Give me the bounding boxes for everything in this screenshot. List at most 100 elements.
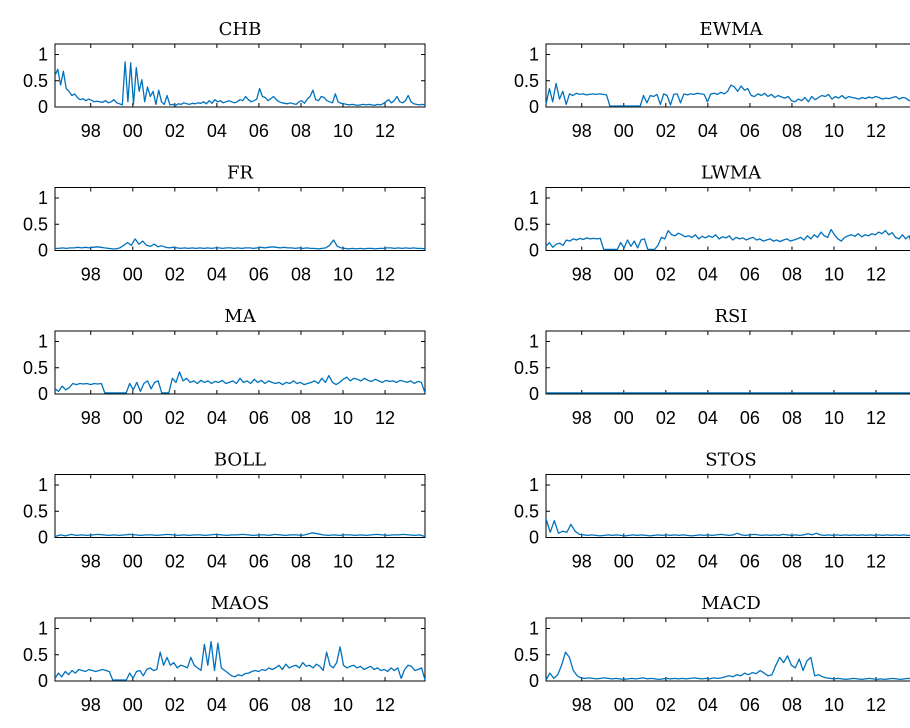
y-tick-label: 1 [529,619,539,639]
panel-rsi: RSI 0 0.5 1 98 00 02 04 06 08 10 12 [514,306,910,428]
x-tick-label: 08 [782,265,802,285]
x-tick-label: 02 [656,695,676,715]
x-tick-label: 00 [123,265,143,285]
x-tick-label: 08 [782,408,802,428]
y-tick-label: 0 [38,241,48,261]
x-tick-label: 12 [866,408,886,428]
x-tick-label: 00 [123,408,143,428]
panel-ewma: EWMA 0 0.5 1 98 00 02 04 06 08 10 12 [514,19,910,141]
y-tick-label: 1 [38,332,48,352]
panel-title: MAOS [211,593,270,614]
y-tick-label: 0 [529,671,539,691]
y-tick-label: 0.5 [514,214,539,234]
x-tick-label: 06 [249,552,269,572]
x-tick-label: 06 [249,695,269,715]
axes-box [545,187,910,251]
x-tick-label: 10 [824,408,844,428]
y-tick-label: 0.5 [514,71,539,91]
panel-title: STOS [705,450,756,471]
x-tick-label: 04 [698,121,718,141]
x-tick-label: 04 [698,408,718,428]
panel-title: MA [224,306,256,327]
panel-title: EWMA [699,19,763,40]
series-line [55,238,426,250]
x-tick-label: 98 [572,552,592,572]
series-line [545,651,910,681]
x-tick-label: 12 [375,695,395,715]
x-tick-label: 98 [81,265,101,285]
panel-title: RSI [715,306,748,327]
series-line [54,371,426,394]
series-line [545,228,910,251]
axes-box [545,474,910,538]
y-tick-label: 1 [529,332,539,352]
x-tick-label: 08 [291,265,311,285]
y-tick-label: 0.5 [514,501,539,521]
x-tick-label: 08 [782,695,802,715]
x-tick-label: 00 [614,408,634,428]
series-line [545,518,910,537]
y-tick-label: 1 [529,188,539,208]
x-tick-label: 10 [333,265,353,285]
panel-chb: CHB 0 0.5 1 98 00 02 04 06 08 10 12 [23,19,426,141]
panel-stos: STOS 0 0.5 1 98 00 02 04 06 08 10 12 [514,450,910,572]
y-tick-label: 1 [529,475,539,495]
x-tick-label: 12 [866,265,886,285]
y-tick-label: 1 [38,45,48,65]
y-tick-label: 0 [38,671,48,691]
x-tick-label: 00 [614,121,634,141]
x-tick-label: 04 [207,695,227,715]
x-tick-label: 06 [740,265,760,285]
y-tick-label: 1 [529,45,539,65]
y-tick-label: 0.5 [514,358,539,378]
x-tick-label: 10 [824,695,844,715]
y-tick-label: 0 [38,528,48,548]
x-tick-label: 02 [656,121,676,141]
axes-box [545,330,910,395]
y-tick-label: 0.5 [23,501,48,521]
panel-fr: FR 0 0.5 1 98 00 02 04 06 08 10 12 [23,163,426,285]
series-line [54,532,426,538]
x-tick-label: 00 [614,552,634,572]
y-tick-label: 0.5 [23,71,48,91]
x-tick-label: 12 [866,121,886,141]
axes-box [545,43,910,108]
x-tick-label: 02 [165,121,185,141]
x-tick-label: 04 [207,408,227,428]
x-tick-label: 02 [165,408,185,428]
panel-title: BOLL [214,450,266,471]
x-tick-label: 08 [291,552,311,572]
series-line [54,61,426,107]
x-tick-label: 12 [375,265,395,285]
series-line [54,640,426,681]
x-tick-label: 08 [291,121,311,141]
x-tick-label: 04 [207,552,227,572]
y-tick-label: 0 [38,97,48,117]
x-tick-label: 10 [333,121,353,141]
x-tick-label: 10 [333,552,353,572]
panel-title: MACD [701,593,761,614]
x-tick-label: 02 [165,552,185,572]
x-tick-label: 02 [165,265,185,285]
y-tick-label: 0.5 [23,645,48,665]
x-tick-label: 06 [249,408,269,428]
panel-title: CHB [219,19,262,40]
panel-maos: MAOS 0 0.5 1 98 00 02 04 06 08 10 12 [23,593,426,715]
x-tick-label: 00 [123,552,143,572]
axes-box [54,43,426,108]
x-tick-label: 06 [249,121,269,141]
x-tick-label: 10 [824,121,844,141]
x-tick-label: 98 [572,265,592,285]
x-tick-label: 00 [123,121,143,141]
x-tick-label: 98 [572,695,592,715]
x-tick-label: 04 [698,552,718,572]
x-tick-label: 04 [207,121,227,141]
x-tick-label: 04 [698,695,718,715]
x-tick-label: 02 [656,408,676,428]
x-tick-label: 08 [291,695,311,715]
x-tick-label: 00 [123,695,143,715]
panel-lwma: LWMA 0 0.5 1 98 00 02 04 06 08 10 12 [514,163,910,285]
x-tick-label: 08 [782,552,802,572]
axes-box [54,617,426,682]
